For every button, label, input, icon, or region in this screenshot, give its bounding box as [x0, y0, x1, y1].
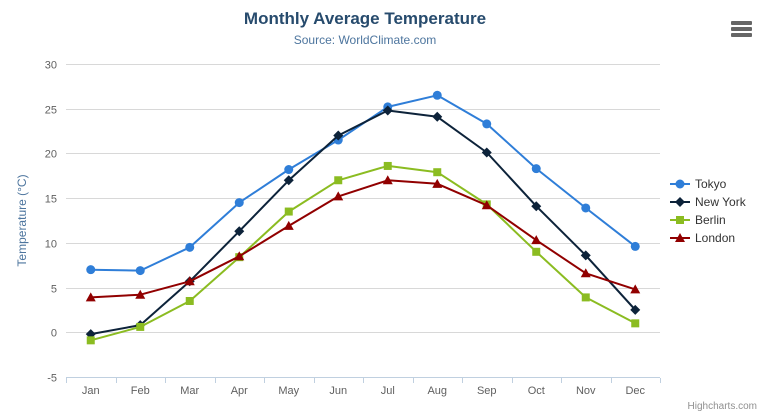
legend-label: Tokyo [695, 177, 727, 191]
svg-text:Nov: Nov [576, 385, 596, 397]
svg-text:0: 0 [51, 328, 57, 340]
svg-text:Mar: Mar [180, 385, 199, 397]
svg-text:Apr: Apr [231, 385, 248, 397]
legend-label: New York [695, 195, 746, 209]
svg-text:5: 5 [51, 284, 57, 296]
svg-text:Dec: Dec [625, 385, 645, 397]
hamburger-icon[interactable] [731, 21, 752, 39]
hamburger-bar [731, 27, 752, 31]
svg-text:Feb: Feb [131, 385, 150, 397]
hamburger-bar [731, 21, 752, 25]
legend-item-berlin[interactable]: Berlin [670, 211, 746, 229]
svg-text:Aug: Aug [427, 385, 447, 397]
chart-subtitle: Source: WorldClimate.com [293, 33, 437, 47]
legend-item-tokyo[interactable]: Tokyo [670, 175, 746, 193]
legend-item-new-york[interactable]: New York [670, 193, 746, 211]
svg-text:-5: -5 [47, 373, 57, 385]
svg-text:Temperature (°C): Temperature (°C) [15, 174, 29, 266]
svg-text:30: 30 [45, 60, 57, 72]
svg-text:Sep: Sep [477, 385, 497, 397]
berlin-series-marker-icon [670, 216, 690, 224]
new-york-series-marker-icon [670, 197, 690, 207]
chart-title: Monthly Average Temperature [243, 9, 487, 28]
svg-text:Jan: Jan [82, 385, 100, 397]
svg-text:Jun: Jun [329, 385, 347, 397]
svg-text:Jul: Jul [381, 385, 395, 397]
svg-text:25: 25 [45, 105, 57, 117]
tokyo-series-marker-icon [670, 179, 690, 189]
hamburger-bar [731, 33, 752, 37]
london-series-marker-icon [670, 233, 690, 242]
credits-link[interactable]: Highcharts.com [687, 401, 757, 412]
svg-text:20: 20 [45, 149, 57, 161]
svg-text:10: 10 [45, 239, 57, 251]
legend-label: London [695, 231, 736, 245]
svg-text:15: 15 [45, 194, 57, 206]
legend-item-london[interactable]: London [670, 229, 746, 247]
legend: Tokyo New York Berlin London [670, 175, 746, 247]
legend-label: Berlin [695, 213, 726, 227]
svg-text:Oct: Oct [528, 385, 545, 397]
svg-text:May: May [278, 385, 299, 397]
